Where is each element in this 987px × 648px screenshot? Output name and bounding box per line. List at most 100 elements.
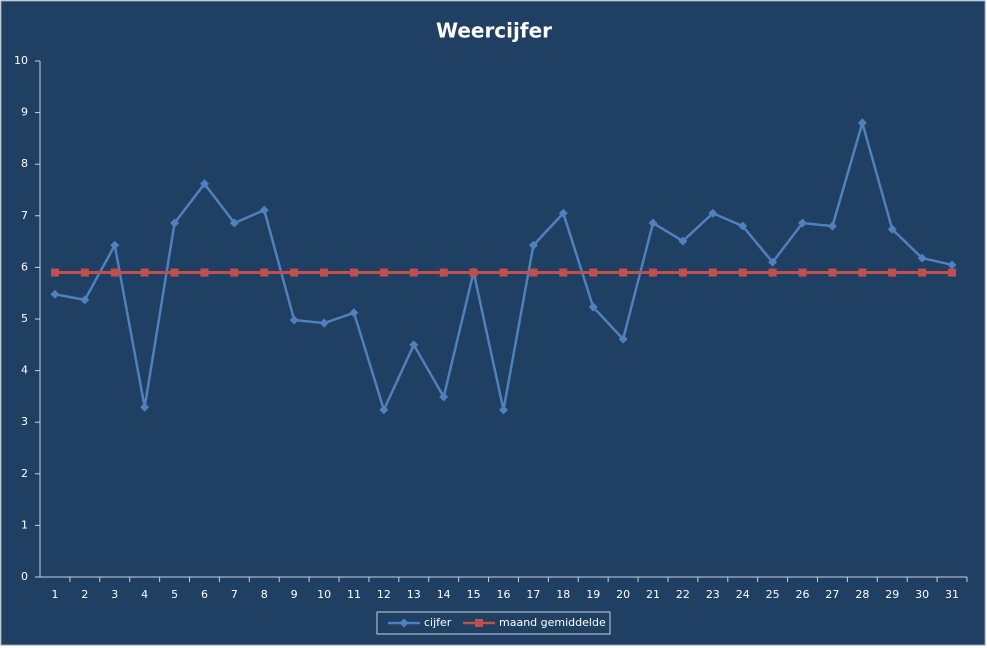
point xyxy=(110,240,120,250)
point xyxy=(768,268,777,277)
x-tick-label: 16 xyxy=(497,588,511,601)
x-tick-label: 1 xyxy=(51,588,58,601)
point xyxy=(738,268,747,277)
x-tick-label: 21 xyxy=(646,588,660,601)
y-tick-label: 5 xyxy=(21,312,28,325)
point xyxy=(289,315,299,325)
point xyxy=(409,268,418,277)
point xyxy=(589,268,598,277)
point xyxy=(648,218,658,228)
legend-box xyxy=(376,611,611,635)
x-tick-label: 12 xyxy=(377,588,391,601)
point xyxy=(588,302,598,312)
x-tick-label: 22 xyxy=(676,588,690,601)
point xyxy=(379,405,389,415)
point xyxy=(917,253,927,263)
point xyxy=(229,218,239,228)
point xyxy=(319,318,329,328)
y-tick-label: 4 xyxy=(21,364,28,377)
y-tick-label: 7 xyxy=(21,209,28,222)
point xyxy=(170,268,179,277)
x-tick-label: 27 xyxy=(825,588,839,601)
point xyxy=(529,268,538,277)
x-tick-label: 28 xyxy=(855,588,869,601)
point xyxy=(827,221,837,231)
point xyxy=(140,402,150,412)
y-tick-label: 1 xyxy=(21,518,28,531)
y-tick-label: 6 xyxy=(21,260,28,273)
x-tick-label: 17 xyxy=(526,588,540,601)
point xyxy=(528,240,538,250)
point xyxy=(439,268,448,277)
x-tick-label: 26 xyxy=(796,588,810,601)
x-tick-label: 19 xyxy=(586,588,600,601)
point xyxy=(409,340,419,350)
point xyxy=(888,268,897,277)
x-tick-label: 7 xyxy=(231,588,238,601)
point xyxy=(558,208,568,218)
x-tick-label: 10 xyxy=(317,588,331,601)
point xyxy=(678,268,687,277)
x-tick-label: 20 xyxy=(616,588,630,601)
point xyxy=(259,205,269,215)
x-tick-label: 4 xyxy=(141,588,148,601)
point xyxy=(199,179,209,189)
point xyxy=(499,268,508,277)
x-tick-label: 13 xyxy=(407,588,421,601)
point xyxy=(349,308,359,318)
y-tick-label: 8 xyxy=(21,157,28,170)
x-tick-label: 11 xyxy=(347,588,361,601)
point xyxy=(678,236,688,246)
point xyxy=(857,118,867,128)
point xyxy=(110,268,119,277)
x-tick-label: 14 xyxy=(437,588,451,601)
point xyxy=(469,268,478,277)
point xyxy=(798,268,807,277)
x-tick-label: 25 xyxy=(766,588,780,601)
point xyxy=(708,268,717,277)
x-tick-label: 23 xyxy=(706,588,720,601)
x-tick-label: 18 xyxy=(556,588,570,601)
chart-title: Weercijfer xyxy=(436,19,552,43)
x-tick-label: 8 xyxy=(261,588,268,601)
legend-marker xyxy=(475,619,483,627)
y-tick-label: 9 xyxy=(21,106,28,119)
point xyxy=(918,268,927,277)
point xyxy=(230,268,239,277)
x-tick-label: 31 xyxy=(945,588,959,601)
point xyxy=(618,334,628,344)
x-tick-label: 3 xyxy=(111,588,118,601)
y-tick-label: 0 xyxy=(21,570,28,583)
point xyxy=(887,224,897,234)
legend-marker xyxy=(399,618,409,628)
y-tick-label: 3 xyxy=(21,415,28,428)
point xyxy=(80,295,90,305)
y-tick-label: 2 xyxy=(21,467,28,480)
x-tick-label: 24 xyxy=(736,588,750,601)
point xyxy=(50,289,60,299)
point xyxy=(768,257,778,267)
x-tick-label: 30 xyxy=(915,588,929,601)
point xyxy=(50,268,59,277)
point xyxy=(858,268,867,277)
point xyxy=(499,405,508,415)
x-tick-label: 6 xyxy=(201,588,208,601)
point xyxy=(798,218,808,228)
x-tick-label: 5 xyxy=(171,588,178,601)
point xyxy=(170,218,180,228)
point xyxy=(559,268,568,277)
legend-label: cijfer xyxy=(424,616,452,629)
x-tick-label: 9 xyxy=(291,588,298,601)
point xyxy=(649,268,658,277)
point xyxy=(80,268,89,277)
point xyxy=(200,268,209,277)
point xyxy=(349,268,358,277)
y-tick-label: 10 xyxy=(14,54,28,67)
point xyxy=(948,268,957,277)
point xyxy=(708,208,718,218)
point xyxy=(140,268,149,277)
point xyxy=(828,268,837,277)
legend-label: maand gemiddelde xyxy=(499,616,606,629)
